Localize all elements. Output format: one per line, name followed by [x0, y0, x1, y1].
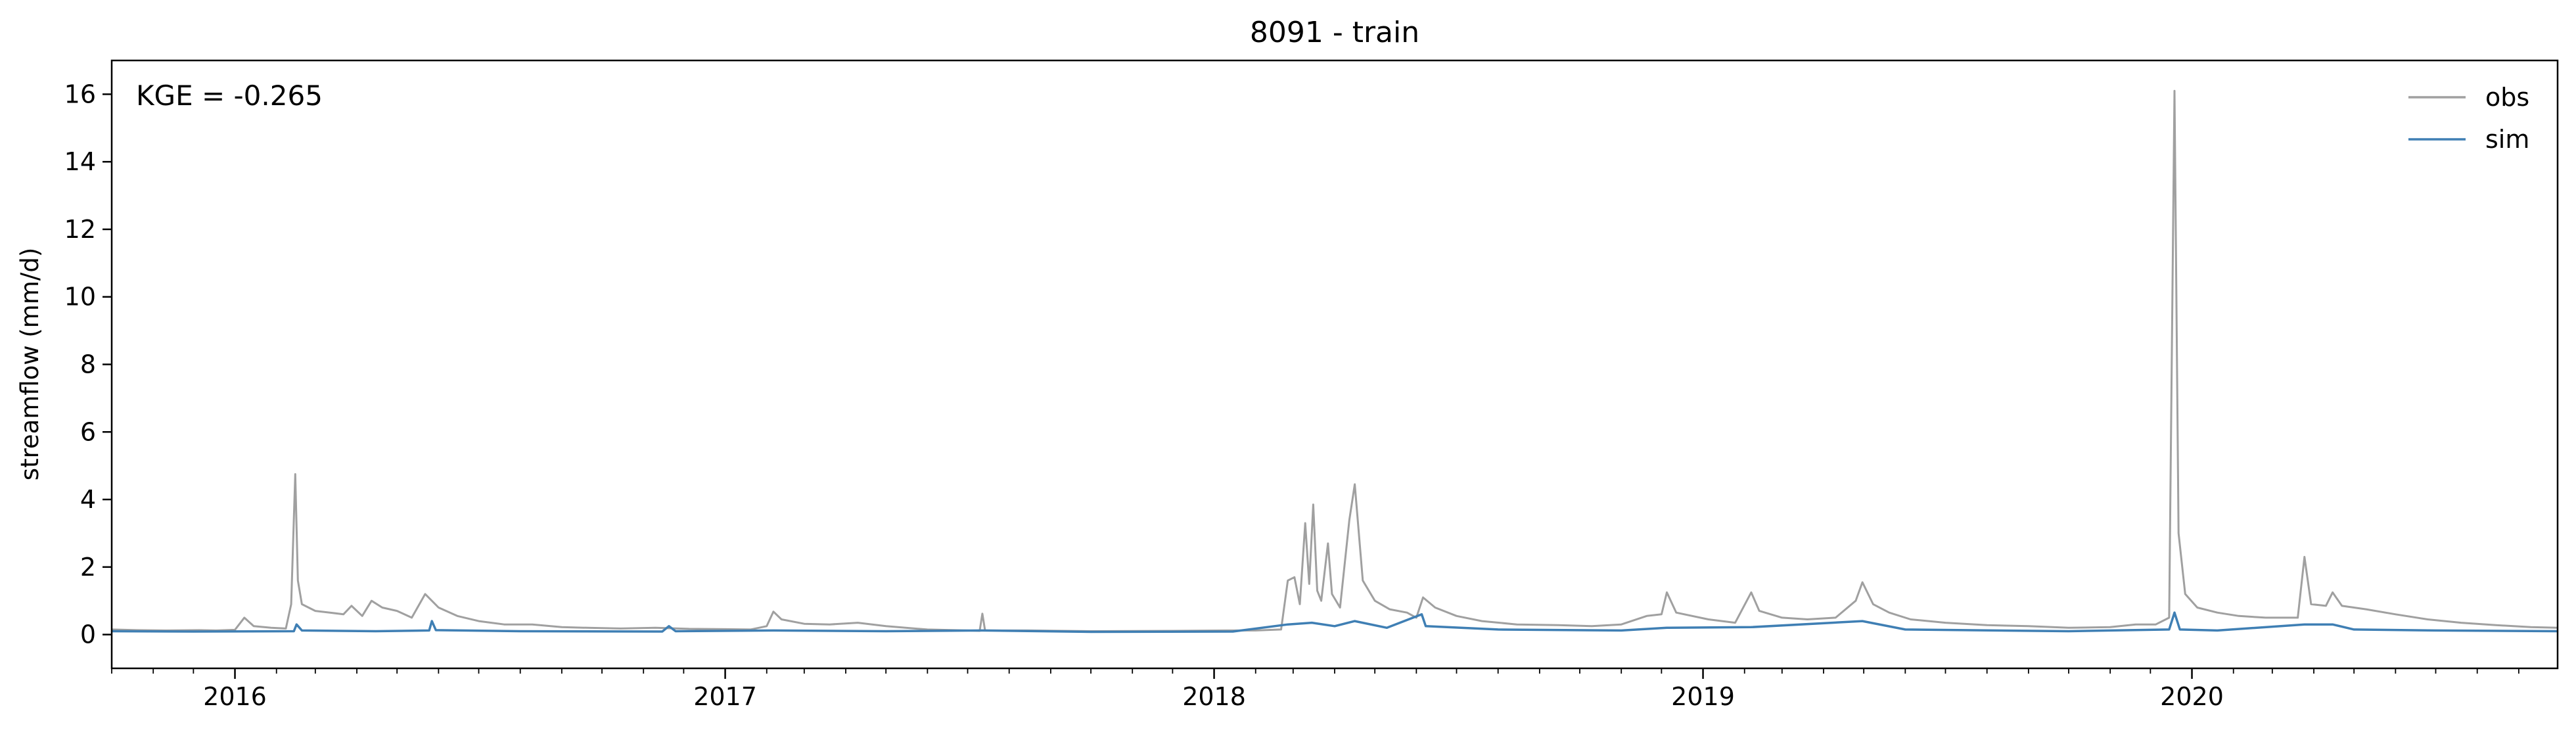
- y-tick-label-12: 12: [64, 215, 96, 244]
- x-tick-label-2017: 2017: [693, 682, 757, 711]
- x-tick-label-2018: 2018: [1182, 682, 1246, 711]
- y-tick-label-4: 4: [80, 485, 96, 514]
- x-tick-label-2016: 2016: [203, 682, 267, 711]
- y-tick-label-10: 10: [64, 283, 96, 311]
- x-axis: 2016 2017 2018 2019 2020: [111, 668, 2519, 711]
- legend: obs sim: [2408, 83, 2529, 154]
- y-tick-label-14: 14: [64, 147, 96, 176]
- series-obs-line: [111, 89, 2558, 632]
- y-tick-label-0: 0: [80, 620, 96, 649]
- plot-frame: [110, 59, 2559, 670]
- y-tick-label-16: 16: [64, 80, 96, 108]
- x-tick-label-2020: 2020: [2160, 682, 2224, 711]
- chart-title: 8091 - train: [1250, 16, 1419, 49]
- legend-sim-label: sim: [2485, 125, 2529, 154]
- y-tick-label-2: 2: [80, 553, 96, 582]
- y-tick-label-8: 8: [80, 350, 96, 379]
- kge-annotation: KGE = -0.265: [136, 80, 323, 112]
- y-axis: 0 2 4 6 8 10 12 14 16: [64, 80, 112, 649]
- series-layer: [111, 89, 2558, 634]
- series-sim-line: [111, 611, 2558, 634]
- y-tick-label-6: 6: [80, 417, 96, 446]
- legend-obs-label: obs: [2485, 83, 2529, 112]
- y-axis-label: streamflow (mm/d): [16, 248, 44, 481]
- x-tick-label-2019: 2019: [1671, 682, 1735, 711]
